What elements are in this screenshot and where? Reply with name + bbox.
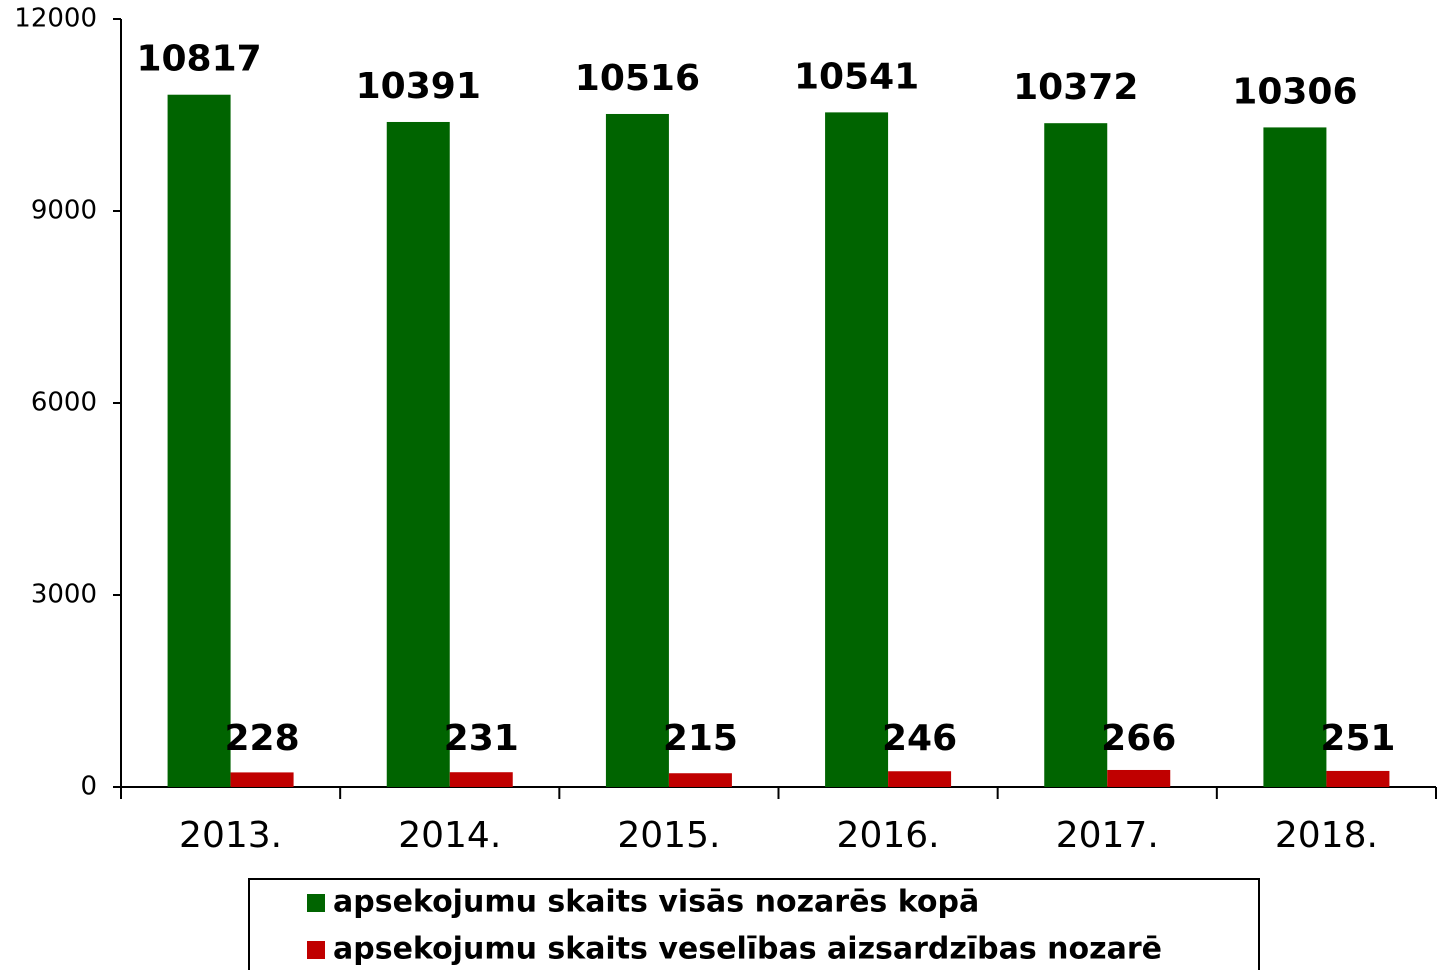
x-tick-label: 2017. — [1056, 815, 1159, 856]
bar — [668, 773, 732, 787]
value-label: 246 — [882, 718, 957, 759]
bar — [386, 121, 450, 787]
y-tick-label: 3000 — [31, 580, 97, 610]
x-tick-label: 2014. — [398, 815, 501, 856]
x-tick-label: 2016. — [837, 815, 940, 856]
value-label: 10516 — [575, 58, 700, 99]
legend-swatch — [307, 941, 325, 959]
value-label: 10817 — [136, 39, 261, 80]
legend-label: apsekojumu skaits veselības aizsardzības… — [333, 932, 1162, 967]
legend-label: apsekojumu skaits visās nozarēs kopā — [333, 885, 979, 920]
bar — [1326, 770, 1390, 787]
value-label: 10306 — [1232, 71, 1357, 112]
value-label: 10391 — [356, 66, 481, 107]
bar — [167, 94, 231, 788]
bar — [1044, 123, 1108, 787]
bar — [1263, 127, 1327, 787]
x-tick-label: 2015. — [617, 815, 720, 856]
y-tick-label: 12000 — [14, 4, 97, 34]
bar — [605, 113, 669, 787]
x-tick-label: 2013. — [179, 815, 282, 856]
bar — [888, 771, 952, 787]
value-label: 228 — [225, 718, 300, 759]
bar — [230, 772, 294, 787]
legend-box — [248, 878, 1260, 970]
bar — [449, 772, 513, 787]
value-label: 231 — [444, 718, 519, 759]
value-label: 10541 — [794, 56, 919, 97]
value-label: 251 — [1320, 718, 1395, 759]
legend-swatch — [307, 894, 325, 912]
bar — [825, 112, 889, 788]
x-tick-label: 2018. — [1275, 815, 1378, 856]
y-tick-label: 6000 — [31, 388, 97, 418]
value-label: 266 — [1101, 718, 1176, 759]
y-tick-label: 0 — [80, 772, 97, 802]
bar — [1107, 769, 1171, 787]
y-tick-label: 9000 — [31, 196, 97, 226]
value-label: 215 — [663, 718, 738, 759]
value-label: 10372 — [1013, 67, 1138, 108]
